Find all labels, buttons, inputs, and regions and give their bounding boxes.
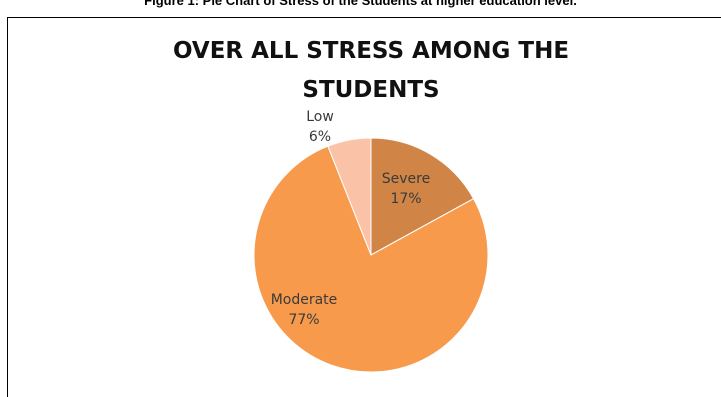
pie-chart: OVER ALL STRESS AMONG THE STUDENTS Sever… [173, 38, 569, 373]
pie-slice-moderate [253, 145, 489, 373]
chart-title-line-1: OVER ALL STRESS AMONG THE [173, 38, 569, 64]
slice-label-low: Low [306, 109, 334, 125]
pie-slices [253, 137, 489, 373]
chart-title-line-2: STUDENTS [302, 77, 439, 103]
slice-value-moderate: 77% [288, 312, 319, 328]
chart-area: OVER ALL STRESS AMONG THE STUDENTS Sever… [7, 17, 721, 397]
figure-caption: Figure 1: Pie Chart of Stress of the Stu… [144, 0, 577, 8]
pie-slice-low [327, 137, 372, 256]
pie-labels: Severe 17% Moderate 77% Low 6% [271, 109, 431, 328]
slice-value-low: 6% [309, 129, 331, 145]
pie-slice-severe [370, 137, 475, 256]
slice-label-moderate: Moderate [271, 292, 338, 308]
slice-label-severe: Severe [382, 171, 430, 187]
slice-value-severe: 17% [390, 191, 421, 207]
